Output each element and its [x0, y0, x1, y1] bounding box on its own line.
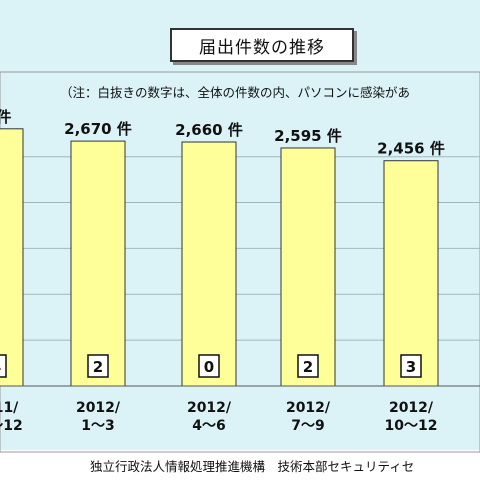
chart-note: （注：白抜きの数字は、全体の件数の内、パソコンに感染があ [60, 85, 411, 100]
inner-label: 2 [303, 358, 313, 376]
chart-source: 独立行政法人情報処理推進機構 技術本部セキュリティセ [90, 459, 415, 474]
value-label: 2,660 件 [175, 121, 243, 139]
inner-label-box [400, 354, 422, 378]
bars-group: 4 件 4 2,670 件 2 2,660 件 0 2,595 件 2 2,456 件 3 [0, 108, 445, 387]
x-tick-label: 2012/10～12 [385, 400, 438, 434]
chart-title: 届出件数の推移 [170, 28, 354, 62]
inner-label: 2 [93, 358, 103, 376]
inner-label: 4 [0, 358, 1, 376]
bar [383, 160, 439, 387]
inner-label: 0 [204, 358, 214, 376]
value-label: 2,456 件 [377, 140, 445, 158]
x-tick-label: 2012/1～3 [76, 400, 121, 434]
bar [181, 141, 237, 387]
x-tick-label: 2012/4～6 [187, 400, 232, 434]
inner-label-box [198, 354, 220, 378]
x-tick-label: 11/～12 [0, 400, 23, 434]
inner-label: 3 [406, 358, 416, 376]
inner-label-box [0, 354, 7, 378]
value-label: 2,670 件 [64, 120, 132, 138]
bar [0, 128, 24, 387]
bar [280, 147, 336, 387]
plot-frame [0, 71, 480, 453]
bar [70, 140, 126, 387]
value-label: 2,595 件 [274, 127, 342, 145]
value-label: 4 件 [0, 108, 11, 126]
x-tick-label: 2012/7～9 [286, 400, 331, 434]
x-tick-labels: 11/～12 2012/1～3 2012/4～6 2012/7～9 2012/10～12 [0, 400, 437, 434]
inner-label-box [297, 354, 319, 378]
inner-label-box [87, 354, 109, 378]
